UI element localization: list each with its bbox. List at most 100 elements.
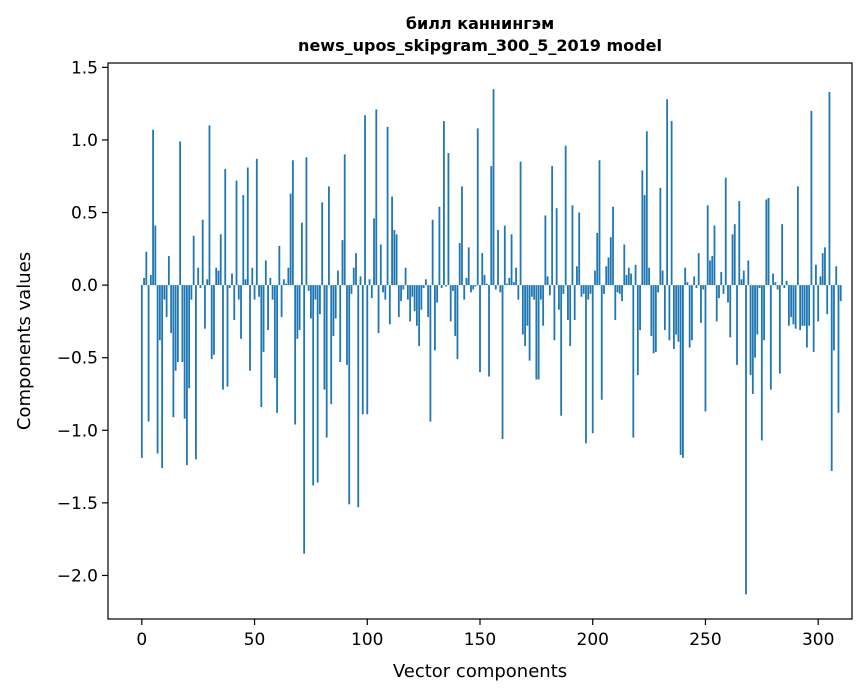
bar: [639, 285, 641, 331]
bar: [765, 199, 768, 286]
bar: [217, 270, 220, 286]
bar: [192, 235, 195, 286]
bar: [700, 285, 702, 323]
bar: [149, 274, 152, 286]
bar: [174, 285, 177, 371]
bar: [244, 279, 247, 286]
bar: [235, 180, 238, 286]
bar: [170, 285, 173, 334]
bar: [774, 282, 777, 286]
bar: [567, 285, 569, 320]
bar: [630, 273, 632, 286]
y-tick-label: 1.5: [71, 58, 98, 78]
bar: [573, 285, 576, 320]
bar: [355, 253, 357, 286]
bar: [147, 285, 150, 422]
bar: [548, 285, 551, 296]
bar: [201, 219, 204, 286]
bar: [249, 285, 251, 371]
bar: [222, 285, 224, 390]
bar: [370, 285, 373, 299]
bar: [447, 153, 450, 286]
bar: [781, 224, 784, 286]
bar: [792, 285, 795, 325]
bar: [661, 270, 664, 286]
bar: [406, 285, 409, 300]
bar: [551, 166, 554, 286]
bar: [688, 285, 691, 348]
bar: [778, 285, 781, 374]
bar: [600, 285, 603, 400]
bar: [571, 205, 574, 286]
bar: [258, 285, 260, 297]
bar: [720, 272, 723, 286]
bar: [341, 240, 344, 286]
bar: [364, 115, 366, 286]
bar: [648, 267, 650, 286]
bar: [298, 285, 301, 331]
x-tick-label: 50: [244, 630, 266, 650]
bar: [709, 260, 711, 286]
x-axis-label: Vector components: [393, 661, 567, 682]
bar: [587, 285, 590, 300]
bar: [226, 285, 229, 387]
bar: [560, 285, 563, 416]
bar: [736, 285, 738, 365]
bar: [815, 264, 817, 286]
bar: [749, 285, 752, 376]
bar: [253, 285, 256, 300]
bar: [276, 285, 278, 413]
bar: [434, 285, 436, 351]
bar: [267, 285, 269, 331]
bar: [204, 285, 206, 329]
bar: [474, 285, 477, 287]
bar: [395, 234, 398, 286]
bar: [544, 215, 547, 286]
bar: [558, 285, 560, 310]
bar: [722, 285, 725, 294]
bar: [415, 285, 418, 326]
bar: [589, 285, 592, 294]
bar: [582, 285, 585, 294]
bar: [614, 285, 617, 320]
bar: [706, 205, 709, 286]
bar: [512, 282, 515, 286]
bar: [616, 285, 619, 293]
bar: [808, 285, 811, 326]
bar: [530, 285, 533, 297]
bar: [280, 285, 283, 318]
bar: [591, 285, 594, 434]
bar: [668, 285, 671, 341]
bar: [713, 225, 716, 286]
bar: [382, 285, 384, 293]
bar: [418, 285, 421, 347]
bar: [515, 267, 517, 286]
bar: [799, 285, 802, 331]
bar: [156, 285, 159, 454]
bar: [391, 196, 393, 286]
bar: [526, 285, 529, 326]
bar: [481, 253, 484, 286]
bar: [483, 274, 486, 286]
bar: [190, 285, 193, 300]
bar: [485, 283, 488, 286]
bars-group: [140, 89, 842, 595]
bar: [519, 161, 522, 286]
y-tick-label: −2.0: [57, 566, 98, 586]
bar: [397, 285, 400, 318]
bar: [724, 177, 727, 286]
bar: [361, 285, 364, 415]
bar: [269, 277, 272, 286]
bar: [580, 285, 583, 297]
bar: [533, 285, 536, 300]
bar: [763, 285, 765, 341]
bar: [316, 285, 319, 483]
bar: [769, 285, 772, 390]
y-axis-label: Components values: [14, 252, 35, 430]
bar: [296, 285, 299, 339]
bar: [521, 285, 524, 335]
bar: [663, 285, 666, 331]
bar: [350, 285, 353, 294]
bar: [337, 270, 339, 286]
